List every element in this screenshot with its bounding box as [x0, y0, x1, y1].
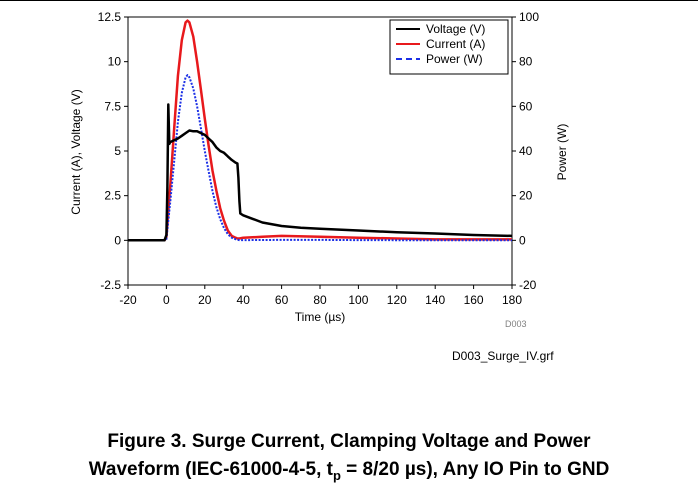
- caption-subscript: p: [332, 467, 341, 483]
- y-left-tick-label: 7.5: [104, 99, 121, 113]
- x-tick-label: 120: [387, 293, 407, 307]
- caption-text-pre: Waveform (IEC-61000-4-5, t: [88, 459, 333, 480]
- y-left-tick-label: 10: [108, 55, 122, 69]
- figure-caption-line-2: Waveform (IEC-61000-4-5, tp = 8/20 µs), …: [0, 456, 698, 489]
- y-axis-left-title: Current (A), Voltage (V): [69, 89, 83, 214]
- chart-filename: D003_Surge_IV.grf: [452, 349, 554, 363]
- x-tick-label: 100: [348, 293, 368, 307]
- x-tick-label: 0: [163, 293, 170, 307]
- series-line-power-w: [128, 74, 512, 242]
- series-line-voltage-v: [128, 103, 513, 242]
- x-tick-label: -20: [119, 293, 137, 307]
- top-rule: [0, 0, 698, 1]
- x-tick-label: 160: [464, 293, 484, 307]
- x-tick-label: 20: [198, 293, 212, 307]
- y-axis-right-title: Power (W): [555, 124, 569, 181]
- y-left-tick-label: -2.5: [100, 278, 121, 292]
- x-tick-label: 60: [275, 293, 289, 307]
- y-right-tick-label: 20: [519, 189, 533, 203]
- legend-label: Voltage (V): [426, 22, 485, 36]
- y-right-tick-label: 80: [519, 55, 533, 69]
- figure-caption-line-1: Figure 3. Surge Current, Clamping Voltag…: [107, 431, 591, 452]
- legend-label: Power (W): [426, 52, 483, 66]
- surge-waveform-chart: -20 0 20 40 60 80 100 120 140 160 180-2.502.557.51…: [69, 10, 569, 329]
- x-axis-title: Time (µs): [295, 310, 345, 324]
- legend: Voltage (V)Current (A)Power (W): [389, 19, 509, 75]
- x-tick-label: 40: [237, 293, 251, 307]
- y-left-tick-label: 0: [114, 233, 121, 247]
- y-right-tick-label: 100: [519, 10, 539, 24]
- series-line-current-a: [128, 19, 512, 242]
- y-right-tick-label: -20: [519, 278, 537, 292]
- legend-label: Current (A): [426, 37, 485, 51]
- x-tick-label: 180: [502, 293, 522, 307]
- y-left-tick-label: 5: [114, 144, 121, 158]
- x-tick-label: 140: [425, 293, 445, 307]
- y-right-tick-label: 40: [519, 144, 533, 158]
- series-layer: [128, 19, 513, 242]
- y-right-tick-label: 60: [519, 99, 533, 113]
- y-right-tick-label: 0: [519, 233, 526, 247]
- y-left-tick-label: 12.5: [98, 10, 122, 24]
- tick-labels: -20 0 20 40 60 80 100 120 140 160 180-2.502.557.51…: [98, 10, 540, 307]
- chart-watermark: D003: [505, 319, 527, 329]
- x-tick-label: 80: [313, 293, 327, 307]
- caption-text-post: = 8/20 µs), Any IO Pin to GND: [340, 459, 610, 480]
- y-left-tick-label: 2.5: [104, 189, 121, 203]
